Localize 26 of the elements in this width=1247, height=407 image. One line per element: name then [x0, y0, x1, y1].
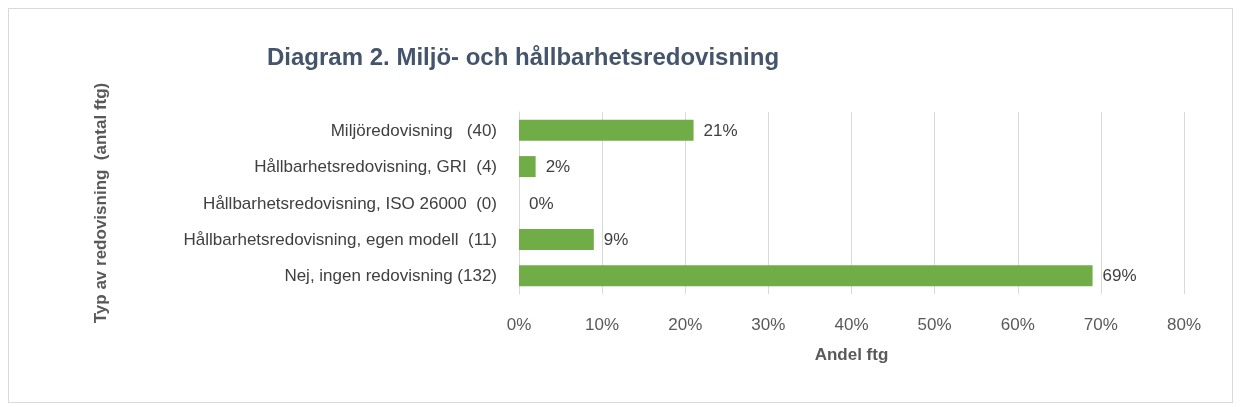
x-tick-label: 70% [1083, 315, 1118, 334]
y-tick-label: Miljöredovisning (40) [330, 120, 497, 140]
x-tick-label: 60% [1000, 315, 1035, 334]
x-tick-label: 30% [751, 315, 786, 334]
x-tick-label: 80% [1166, 315, 1202, 334]
y-tick-label: Nej, ingen redovisning (132) [284, 266, 497, 286]
x-tick-label: 0% [506, 315, 532, 334]
x-tick-label: 40% [834, 315, 869, 334]
x-tick-label: 10% [585, 315, 620, 334]
data-label: 9% [603, 229, 629, 249]
x-axis-title: Andel ftg [814, 345, 889, 364]
chart-title: Diagram 2. Miljö- och hållbarhetsredovisning [267, 42, 780, 70]
bar [519, 156, 536, 178]
x-tick-label: 20% [668, 315, 703, 334]
x-tick-label: 50% [917, 315, 952, 334]
y-tick-label: Hållbarhetsredovisning, ISO 26000 (0) [203, 193, 497, 213]
bar [519, 228, 594, 250]
y-tick-label: Hållbarhetsredovisning, GRI (4) [254, 157, 497, 177]
data-label: 2% [545, 157, 571, 177]
y-axis-title: Typ av redovisning (antal ftg) [91, 82, 110, 324]
data-label: 69% [1102, 266, 1137, 286]
data-label: 21% [703, 120, 738, 140]
bar [519, 265, 1093, 287]
y-tick-label: Hållbarhetsredovisning, egen modell (11) [183, 229, 497, 249]
data-label: 0% [529, 193, 554, 213]
bar [519, 119, 694, 141]
